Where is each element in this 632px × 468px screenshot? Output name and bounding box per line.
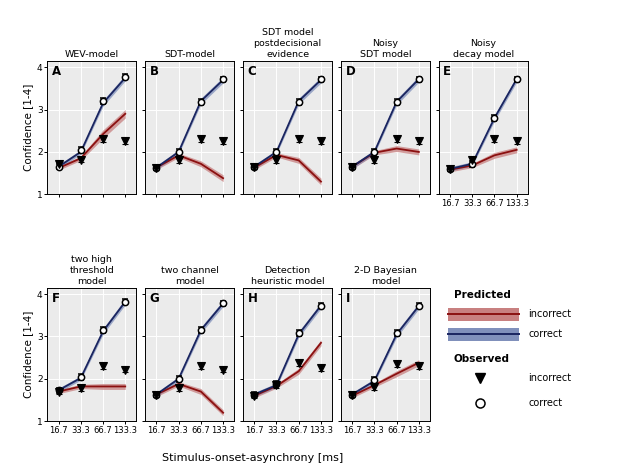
Y-axis label: Confidence [1-4]: Confidence [1-4] (23, 311, 33, 398)
Bar (448, 308, 519, 321)
Text: I: I (346, 292, 349, 305)
Y-axis label: Confidence [1-4]: Confidence [1-4] (23, 84, 33, 171)
Text: correct: correct (528, 329, 562, 339)
Title: SDT-model: SDT-model (164, 51, 216, 59)
Text: F: F (52, 292, 60, 305)
Text: correct: correct (528, 397, 562, 408)
Text: E: E (443, 65, 451, 78)
Title: Noisy
decay model: Noisy decay model (453, 39, 514, 59)
Text: Predicted: Predicted (454, 291, 511, 300)
Title: two channel
model: two channel model (161, 266, 219, 286)
Title: WEV-model: WEV-model (65, 51, 119, 59)
Text: B: B (150, 65, 159, 78)
Text: C: C (248, 65, 257, 78)
Title: 2-D Bayesian
model: 2-D Bayesian model (354, 266, 417, 286)
Text: incorrect: incorrect (528, 373, 572, 383)
Text: A: A (52, 65, 61, 78)
Bar (448, 328, 519, 341)
Text: Observed: Observed (454, 354, 510, 365)
Title: Noisy
SDT model: Noisy SDT model (360, 39, 411, 59)
Title: two high
threshold
model: two high threshold model (70, 255, 114, 286)
Text: H: H (248, 292, 257, 305)
Text: incorrect: incorrect (528, 309, 572, 320)
Text: D: D (346, 65, 355, 78)
Title: Detection
heuristic model: Detection heuristic model (251, 266, 324, 286)
Text: Stimulus-onset-asynchrony [ms]: Stimulus-onset-asynchrony [ms] (162, 453, 343, 463)
Text: G: G (150, 292, 159, 305)
Title: SDT model
postdecisional
evidence: SDT model postdecisional evidence (253, 28, 322, 59)
